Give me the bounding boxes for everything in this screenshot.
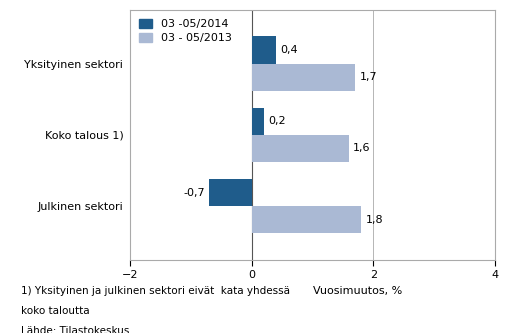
Bar xyxy=(209,179,252,206)
Legend: 03 -05/2014, 03 - 05/2013: 03 -05/2014, 03 - 05/2013 xyxy=(136,16,235,46)
Bar xyxy=(252,64,355,91)
Text: 0,4: 0,4 xyxy=(280,45,298,55)
Text: -0,7: -0,7 xyxy=(183,188,205,198)
Text: 1) Yksityinen ja julkinen sektori eivät  kata yhdessä: 1) Yksityinen ja julkinen sektori eivät … xyxy=(21,286,290,296)
Text: Vuosimuutos, %: Vuosimuutos, % xyxy=(313,286,402,296)
Bar xyxy=(252,108,264,135)
Text: 1,8: 1,8 xyxy=(365,215,383,225)
Text: Lähde: Tilastokeskus: Lähde: Tilastokeskus xyxy=(21,326,129,333)
Bar xyxy=(252,206,361,233)
Bar xyxy=(252,36,276,64)
Text: 1,7: 1,7 xyxy=(359,72,377,82)
Text: 1,6: 1,6 xyxy=(353,144,371,154)
Text: 0,2: 0,2 xyxy=(268,116,286,126)
Bar xyxy=(252,135,349,162)
Text: koko taloutta: koko taloutta xyxy=(21,306,90,316)
